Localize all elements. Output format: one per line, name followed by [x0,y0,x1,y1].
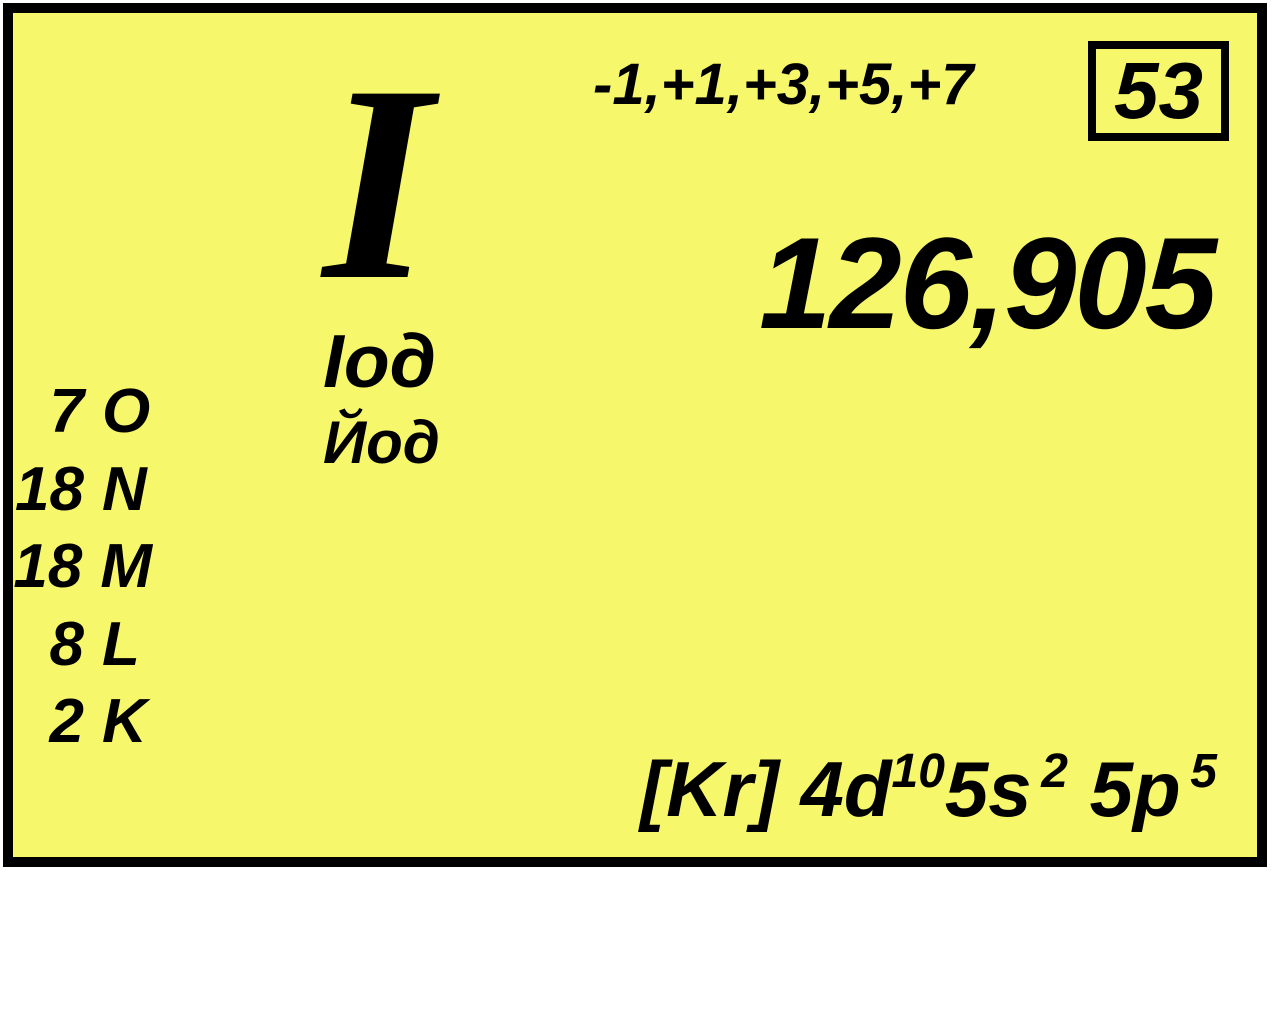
element-symbol: I [323,43,432,323]
shell-row: 2K [2,683,152,761]
shell-count: 7 [4,373,84,451]
shell-label: K [102,683,152,761]
shell-count: 2 [4,683,84,761]
shell-row: 18M [2,528,152,606]
element-card: I Іод Йод -1,+1,+3,+5,+7 53 126,905 7O18… [3,3,1267,867]
oxidation-states: -1,+1,+3,+5,+7 [593,51,974,118]
electron-configuration: [Kr] 4d105s 2 5p 5 [640,744,1217,835]
shell-label: O [102,373,152,451]
shell-label: L [102,606,152,684]
shell-row: 7O [2,373,152,451]
shell-count: 18 [4,451,84,529]
ec-sup: 10 [892,745,945,798]
ec-sup: 5 [1181,745,1217,798]
shell-count: 8 [4,606,84,684]
shell-label: M [100,528,152,606]
stage: I Іод Йод -1,+1,+3,+5,+7 53 126,905 7O18… [0,0,1280,1024]
electron-shells: 7O18N18M8L2K [2,373,152,761]
atomic-mass: 126,905 [759,208,1215,358]
shell-count: 18 [2,528,82,606]
shell-label: N [102,451,152,529]
ec-orbital: 5p [1090,745,1181,833]
ec-orbital: 5s [945,745,1032,833]
element-name-secondary: Йод [323,408,440,477]
ec-orbital: 4d [800,745,891,833]
ec-core: [Kr] [640,745,779,833]
shell-row: 18N [2,451,152,529]
element-name-primary: Іод [323,318,436,404]
atomic-number-box: 53 [1088,41,1229,141]
atomic-number: 53 [1114,46,1203,135]
ec-sup: 2 [1032,745,1068,798]
shell-row: 8L [2,606,152,684]
